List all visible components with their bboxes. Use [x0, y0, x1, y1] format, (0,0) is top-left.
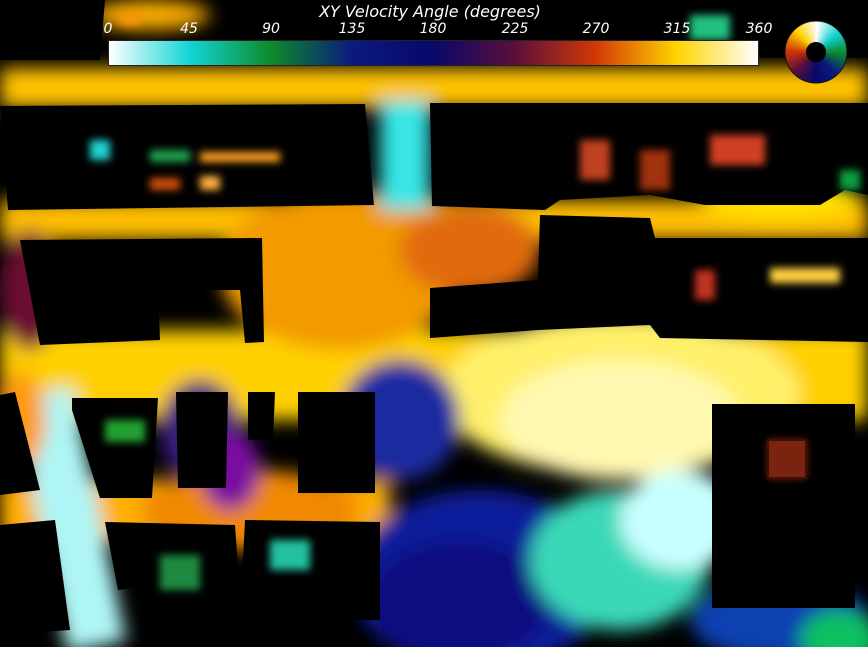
courtyard-block [767, 439, 807, 479]
tick-label-45: 45 [180, 21, 198, 37]
tick-label-225: 225 [501, 21, 529, 37]
tick-label-90: 90 [262, 21, 280, 37]
tick-label-135: 135 [338, 21, 366, 37]
tick-label-360: 360 [745, 21, 773, 37]
tick-label-0: 0 [103, 21, 113, 37]
colorbar-legend: XY Velocity Angle (degrees) 0 45 90 135 … [0, 0, 868, 84]
tick-label-270: 270 [582, 21, 610, 37]
colorbar-gradient [108, 40, 759, 66]
hue-wheel-icon [784, 20, 848, 84]
colorbar-title: XY Velocity Angle (degrees) [319, 2, 541, 21]
tick-label-180: 180 [419, 21, 447, 37]
tick-label-315: 315 [663, 21, 691, 37]
